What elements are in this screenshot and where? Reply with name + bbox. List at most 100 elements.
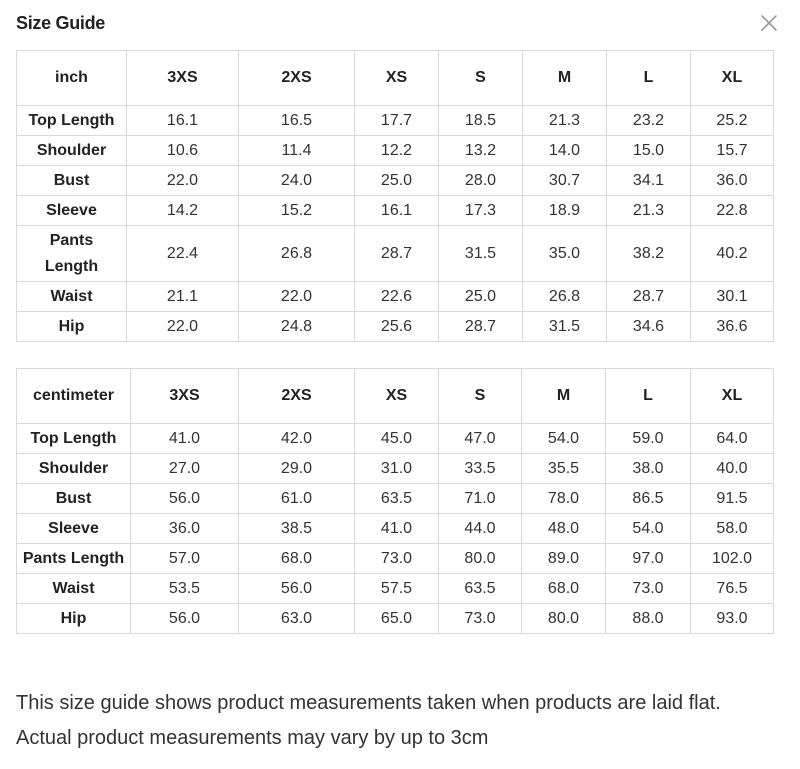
table-cell: 54.0 xyxy=(605,513,691,544)
size-header: M xyxy=(521,368,606,424)
row-label: Waist xyxy=(16,573,131,604)
table-cell: 24.0 xyxy=(238,165,355,196)
row-label: Top Length xyxy=(16,105,127,136)
table-row: Bust 22.0 24.0 25.0 28.0 30.7 34.1 36.0 xyxy=(16,165,774,196)
table-cell: 25.2 xyxy=(690,105,774,136)
table-cell: 31.5 xyxy=(438,225,523,282)
table-cell: 45.0 xyxy=(354,423,439,454)
table-cell: 42.0 xyxy=(238,423,355,454)
row-label: Bust xyxy=(16,483,131,514)
table-cell: 59.0 xyxy=(605,423,691,454)
table-header-row: centimeter 3XS 2XS XS S M L XL xyxy=(16,368,774,424)
table-cell: 38.5 xyxy=(238,513,355,544)
table-cell: 15.0 xyxy=(606,135,691,166)
table-cell: 89.0 xyxy=(521,543,606,574)
table-cell: 38.0 xyxy=(605,453,691,484)
table-cell: 22.0 xyxy=(126,311,239,342)
table-cell: 41.0 xyxy=(354,513,439,544)
table-cell: 10.6 xyxy=(126,135,239,166)
table-cell: 26.8 xyxy=(238,225,355,282)
table-cell: 14.0 xyxy=(522,135,607,166)
table-cell: 80.0 xyxy=(521,603,606,634)
row-label: Bust xyxy=(16,165,127,196)
size-header: 2XS xyxy=(238,368,355,424)
table-cell: 34.1 xyxy=(606,165,691,196)
table-cell: 16.1 xyxy=(354,195,439,226)
table-cell: 56.0 xyxy=(130,603,239,634)
table-cell: 88.0 xyxy=(605,603,691,634)
row-label: Top Length xyxy=(16,423,131,454)
table-cell: 14.2 xyxy=(126,195,239,226)
table-cell: 21.3 xyxy=(606,195,691,226)
table-cell: 15.7 xyxy=(690,135,774,166)
table-cell: 28.7 xyxy=(606,281,691,312)
size-header: S xyxy=(438,368,522,424)
size-header: M xyxy=(522,50,607,106)
table-cell: 36.6 xyxy=(690,311,774,342)
close-button[interactable] xyxy=(758,12,780,34)
table-cell: 16.1 xyxy=(126,105,239,136)
table-cell: 73.0 xyxy=(438,603,522,634)
table-cell: 22.4 xyxy=(126,225,239,282)
table-cell: 63.5 xyxy=(354,483,439,514)
table-cell: 31.0 xyxy=(354,453,439,484)
table-cell: 64.0 xyxy=(690,423,774,454)
row-label: Pants Length xyxy=(16,225,127,282)
table-cell: 91.5 xyxy=(690,483,774,514)
table-cell: 36.0 xyxy=(130,513,239,544)
size-header: XL xyxy=(690,368,774,424)
table-cell: 47.0 xyxy=(438,423,522,454)
table-cell: 57.0 xyxy=(130,543,239,574)
size-header: L xyxy=(605,368,691,424)
unit-label: centimeter xyxy=(16,368,131,424)
table-cell: 40.2 xyxy=(690,225,774,282)
table-cell: 53.5 xyxy=(130,573,239,604)
table-cell: 48.0 xyxy=(521,513,606,544)
close-icon xyxy=(761,15,777,31)
table-cell: 58.0 xyxy=(690,513,774,544)
size-header: 3XS xyxy=(126,50,239,106)
size-table-centimeter: centimeter 3XS 2XS XS S M L XL Top Lengt… xyxy=(16,368,774,634)
table-row: Shoulder 10.6 11.4 12.2 13.2 14.0 15.0 1… xyxy=(16,135,774,166)
size-header: XS xyxy=(354,50,439,106)
table-cell: 76.5 xyxy=(690,573,774,604)
table-cell: 102.0 xyxy=(690,543,774,574)
table-cell: 18.9 xyxy=(522,195,607,226)
page-title: Size Guide xyxy=(16,13,106,33)
row-label: Pants Length xyxy=(16,543,131,574)
table-cell: 33.5 xyxy=(438,453,522,484)
table-cell: 41.0 xyxy=(130,423,239,454)
table-cell: 22.0 xyxy=(238,281,355,312)
table-row: Pants Length 57.0 68.0 73.0 80.0 89.0 97… xyxy=(16,543,774,574)
table-cell: 31.5 xyxy=(522,311,607,342)
table-cell: 13.2 xyxy=(438,135,523,166)
table-cell: 68.0 xyxy=(521,573,606,604)
table-row: Bust 56.0 61.0 63.5 71.0 78.0 86.5 91.5 xyxy=(16,483,774,514)
table-cell: 26.8 xyxy=(522,281,607,312)
table-cell: 17.7 xyxy=(354,105,439,136)
table-cell: 56.0 xyxy=(130,483,239,514)
table-cell: 80.0 xyxy=(438,543,522,574)
table-cell: 17.3 xyxy=(438,195,523,226)
table-cell: 15.2 xyxy=(238,195,355,226)
unit-label: inch xyxy=(16,50,127,106)
table-cell: 63.5 xyxy=(438,573,522,604)
table-cell: 11.4 xyxy=(238,135,355,166)
table-cell: 65.0 xyxy=(354,603,439,634)
table-row: Top Length 41.0 42.0 45.0 47.0 54.0 59.0… xyxy=(16,423,774,454)
table-cell: 21.1 xyxy=(126,281,239,312)
table-cell: 93.0 xyxy=(690,603,774,634)
row-label: Shoulder xyxy=(16,135,127,166)
row-label: Sleeve xyxy=(16,513,131,544)
table-cell: 38.2 xyxy=(606,225,691,282)
table-cell: 44.0 xyxy=(438,513,522,544)
table-cell: 68.0 xyxy=(238,543,355,574)
table-cell: 57.5 xyxy=(354,573,439,604)
table-row: Hip 22.0 24.8 25.6 28.7 31.5 34.6 36.6 xyxy=(16,311,774,342)
size-header: S xyxy=(438,50,523,106)
row-label: Waist xyxy=(16,281,127,312)
table-row: Waist 53.5 56.0 57.5 63.5 68.0 73.0 76.5 xyxy=(16,573,774,604)
table-cell: 22.6 xyxy=(354,281,439,312)
table-cell: 63.0 xyxy=(238,603,355,634)
table-row: Sleeve 36.0 38.5 41.0 44.0 48.0 54.0 58.… xyxy=(16,513,774,544)
